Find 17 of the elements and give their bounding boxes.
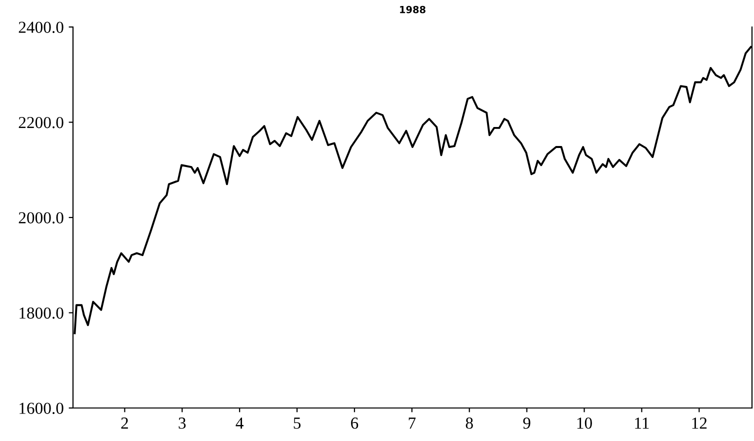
x-tick-label: 12: [692, 418, 707, 429]
chart-title: 1988: [400, 6, 426, 14]
x-tick-label: 4: [236, 418, 244, 429]
x-tick-label: 10: [577, 418, 592, 429]
x-tick-label: 8: [466, 418, 473, 429]
x-tick-label: 2: [121, 418, 128, 429]
y-tick-label: 1600.0: [20, 402, 64, 414]
y-tick-label: 2400.0: [18, 22, 64, 34]
x-tick-label: 6: [351, 418, 358, 429]
y-tick-label: 2200.0: [18, 116, 64, 128]
x-tick-label: 7: [408, 418, 416, 429]
x-tick-label: 9: [523, 418, 530, 429]
x-tick-label: 11: [635, 418, 649, 429]
y-tick-label: 2000.0: [18, 212, 64, 224]
x-tick-label: 5: [294, 418, 301, 429]
y-tick-label: 1800.0: [20, 307, 64, 319]
x-tick-label: 3: [178, 418, 186, 429]
